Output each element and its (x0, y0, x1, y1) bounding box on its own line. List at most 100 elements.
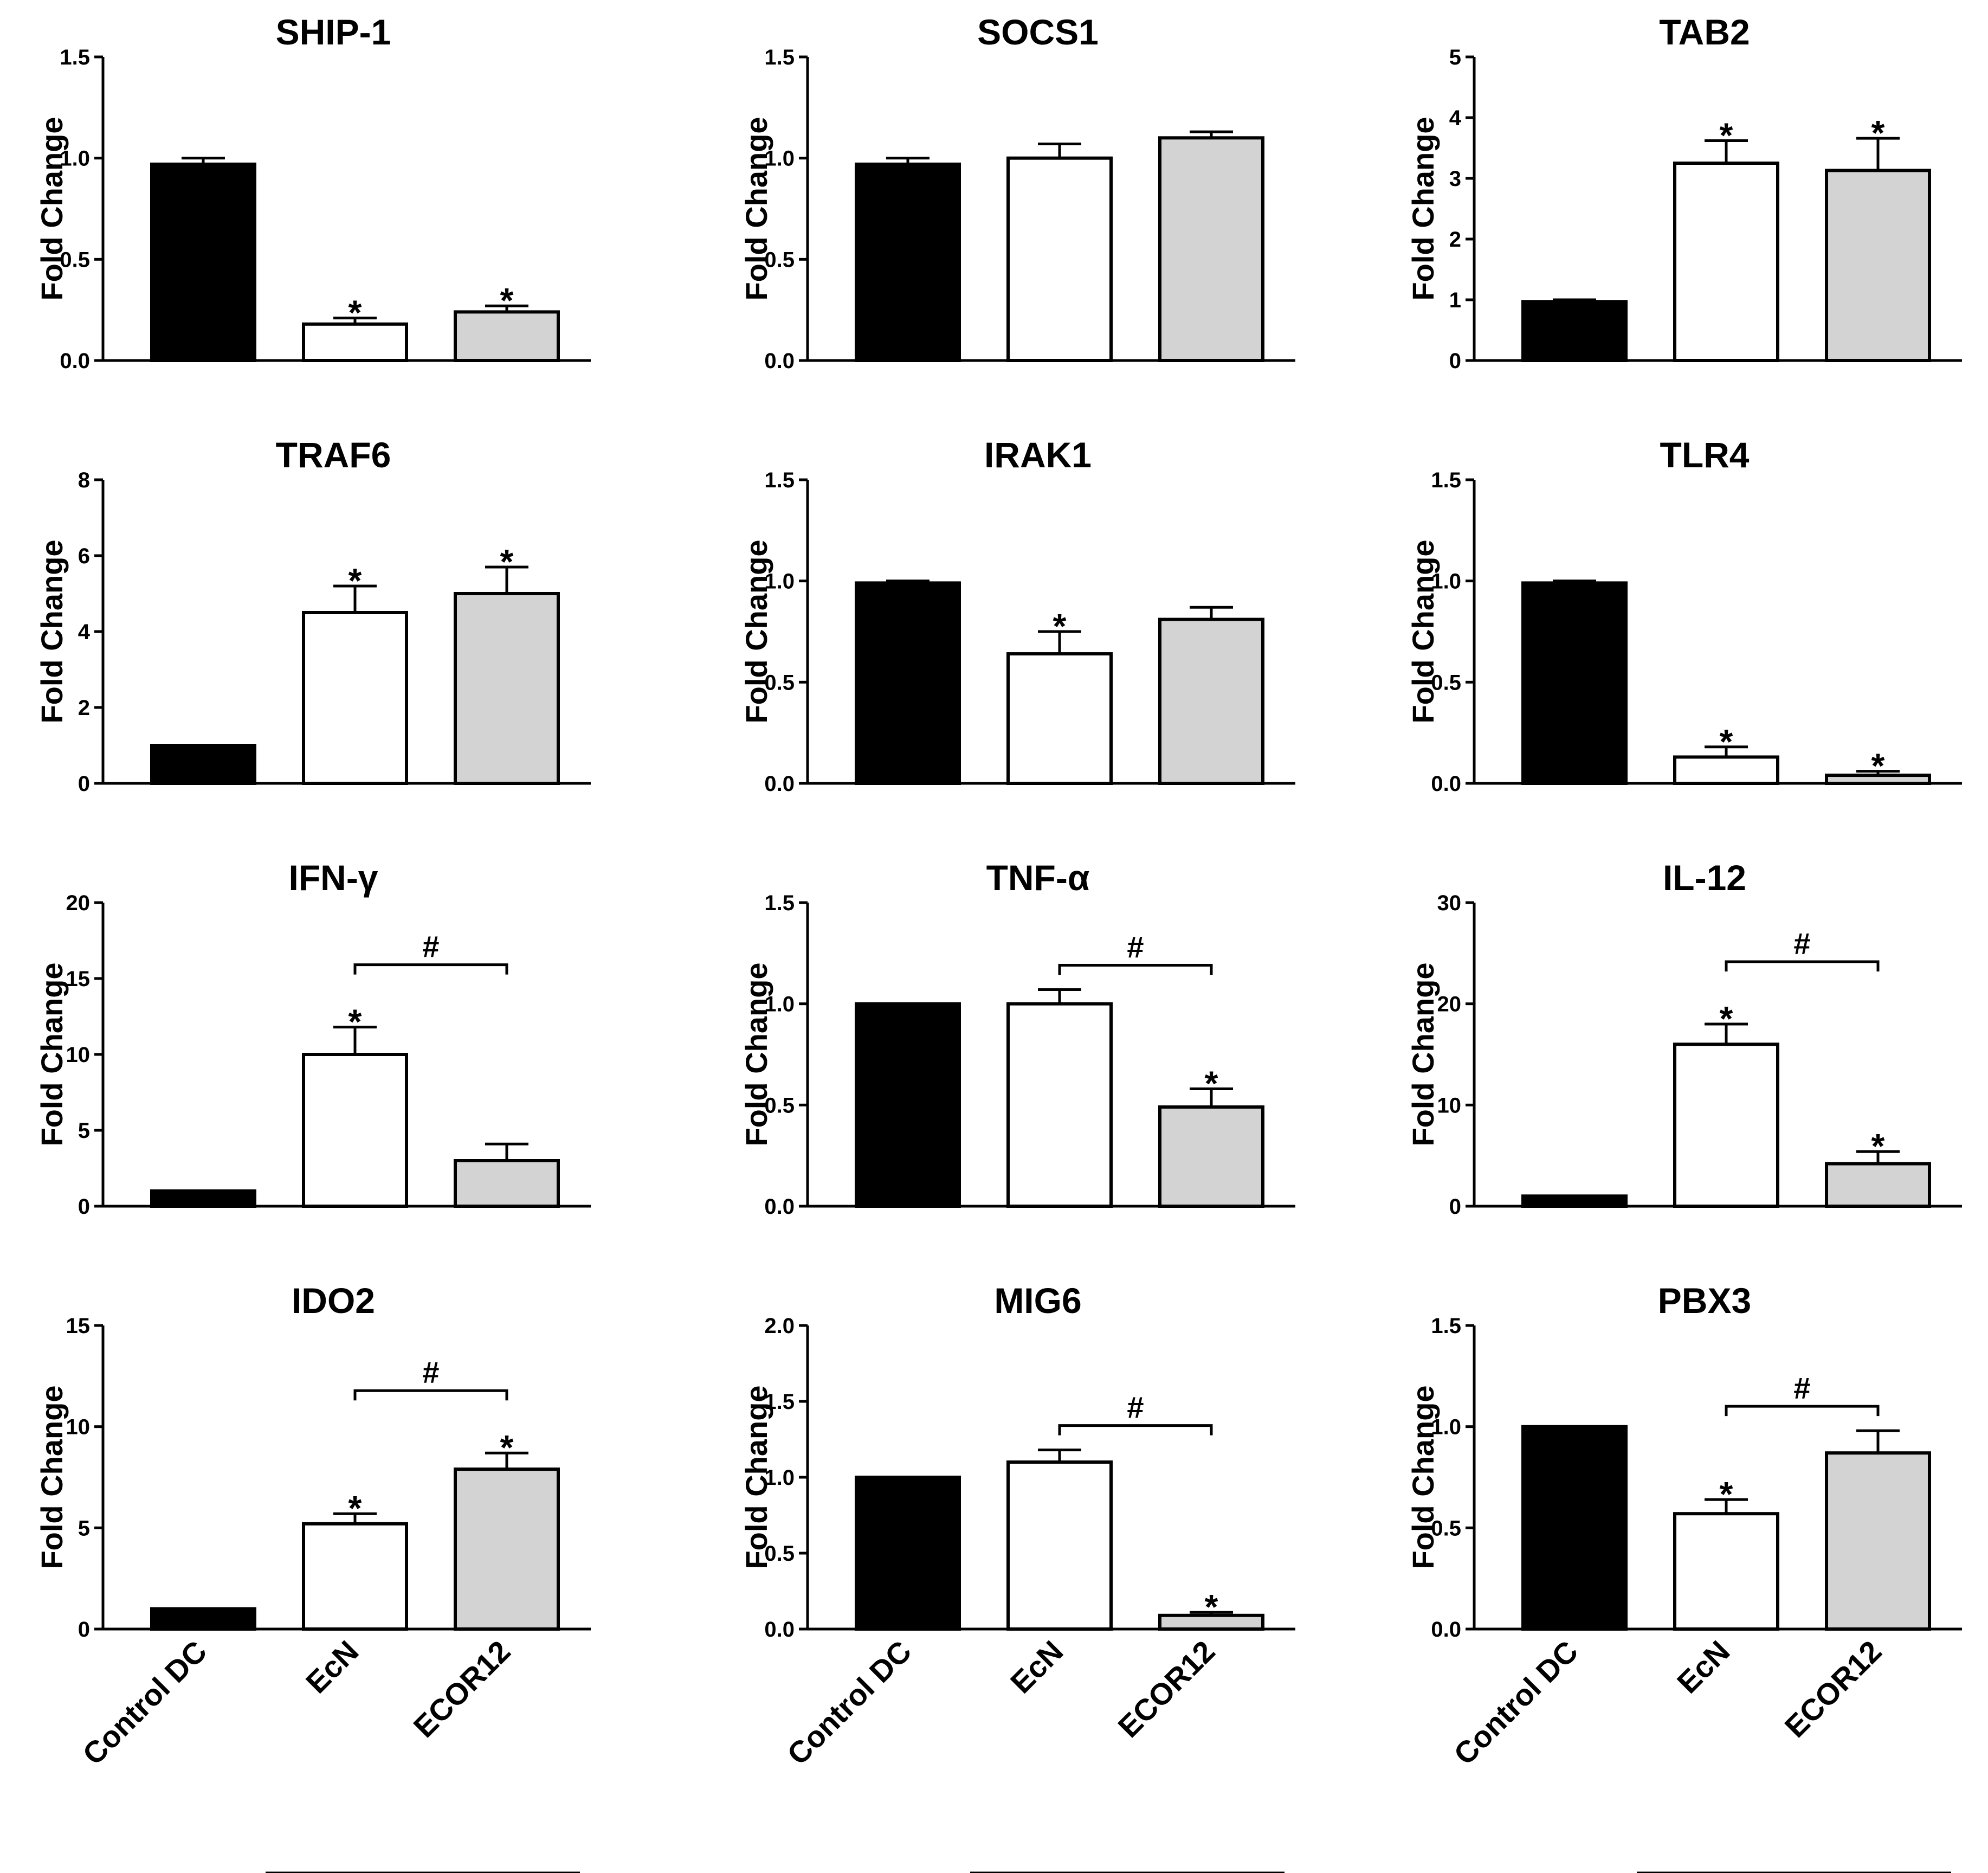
y-tick-label: 4 (1449, 106, 1462, 130)
x-category-label: Control DC (1447, 1634, 1585, 1772)
chart-title: IDO2 (292, 1280, 375, 1321)
bar-control-dc (855, 1002, 961, 1208)
x-category-label: EcN (1004, 1634, 1070, 1700)
y-tick-label: 1.0 (1431, 570, 1461, 594)
y-tick-label: 0 (1449, 349, 1461, 373)
bar-ecn (1006, 652, 1113, 785)
comparison-hash: # (1127, 1391, 1144, 1425)
y-tick-label: 0.0 (1431, 1618, 1461, 1642)
bar-ecn (302, 322, 408, 362)
significance-star: * (1720, 722, 1733, 761)
bar-control-dc (150, 1607, 256, 1631)
chart-title: TRAF6 (276, 435, 391, 475)
comparison-hash: # (1793, 926, 1810, 961)
significance-star: * (348, 293, 362, 332)
y-tick-label: 15 (66, 967, 91, 991)
y-tick-label: 20 (66, 891, 91, 915)
chart-title: TLR4 (1660, 435, 1750, 475)
bar-ecor12 (1158, 1613, 1264, 1631)
bar-ecor12 (454, 1467, 560, 1631)
comparison-bracket (353, 963, 508, 975)
y-tick-label: 1.5 (1431, 468, 1461, 492)
significance-star: * (348, 1002, 362, 1041)
comparison-hash: # (422, 930, 439, 964)
chart-title: PBX3 (1658, 1280, 1751, 1321)
chart-title: TAB2 (1659, 12, 1750, 52)
y-tick-label: 0.5 (1431, 1516, 1461, 1540)
y-tick-label: 1.0 (764, 147, 795, 171)
comparison-hash: # (422, 1355, 439, 1389)
bar-ecn (1673, 1512, 1779, 1631)
y-tick-label: 10 (1437, 1093, 1462, 1117)
y-tick-label: 0 (78, 1618, 90, 1642)
bar-control-dc (150, 1189, 256, 1208)
bar-ecor12 (454, 592, 560, 785)
y-tick-label: 1.0 (764, 1466, 795, 1490)
y-tick-label: 15 (66, 1314, 91, 1338)
y-axis-label: Fold Change (35, 962, 69, 1146)
x-category-label: ECOR12 (406, 1634, 517, 1744)
y-tick-label: 0.5 (1431, 671, 1461, 694)
y-tick-label: 5 (1449, 46, 1461, 69)
bar-control-dc (855, 581, 961, 786)
bar-ecn (302, 1053, 408, 1208)
bar-ecor12 (454, 310, 560, 363)
y-tick-label: 1.0 (764, 570, 795, 594)
y-tick-label: 10 (66, 1415, 91, 1439)
y-tick-label: 1.0 (764, 993, 795, 1016)
x-category-label: EcN (299, 1634, 365, 1700)
y-tick-label: 0.0 (764, 1195, 795, 1219)
y-axis-label: Fold Change (739, 1385, 773, 1569)
chart-panel-ifn: IFN-γ Fold Change 0 5 10 15 20 * # (35, 858, 591, 1219)
y-axis-label: Fold Change (739, 539, 773, 723)
y-tick-label: 1 (1449, 288, 1461, 312)
y-tick-label: 0.0 (764, 349, 795, 373)
y-tick-label: 1.5 (764, 46, 795, 69)
y-axis-label: Fold Change (1406, 962, 1440, 1146)
significance-star: * (1720, 999, 1733, 1038)
significance-star: * (1871, 1127, 1885, 1166)
bar-control-dc (855, 162, 961, 362)
bar-control-dc (150, 744, 256, 785)
significance-star: * (348, 561, 362, 600)
y-tick-label: 1.0 (60, 147, 90, 171)
significance-star: * (1871, 113, 1885, 152)
y-axis-label: Fold Change (35, 539, 69, 723)
comparison-bracket (1725, 960, 1880, 971)
comparison-hash: # (1793, 1371, 1810, 1405)
y-tick-label: 0.5 (764, 671, 795, 694)
y-tick-label: 0.5 (60, 248, 90, 272)
comparison-hash: # (1127, 930, 1144, 964)
bar-ecn (1673, 162, 1779, 362)
chart-panel-ship-1: SHIP-1 Fold Change 0.0 0.5 1.0 1.5 * * (35, 12, 591, 373)
significance-star: * (500, 1428, 514, 1467)
significance-star: * (1871, 746, 1885, 786)
significance-star: * (348, 1489, 362, 1528)
y-tick-label: 4 (78, 620, 91, 644)
y-tick-label: 2 (78, 696, 90, 720)
bar-ecn (1673, 1042, 1779, 1208)
chart-title: IL-12 (1663, 858, 1746, 898)
bar-ecn (1673, 755, 1779, 786)
y-tick-label: 1.5 (764, 468, 795, 492)
y-tick-label: 0 (78, 772, 90, 796)
bar-ecor12 (1825, 774, 1931, 785)
y-axis-label: Fold Change (739, 117, 773, 300)
y-tick-label: 2.0 (764, 1314, 795, 1338)
chart-panel-socs1: SOCS1 Fold Change 0.0 0.5 1.0 1.5 (739, 12, 1295, 373)
y-tick-label: 0.5 (764, 248, 795, 272)
y-tick-label: 2 (1449, 228, 1461, 252)
significance-star: * (500, 542, 514, 581)
x-category-label: Control DC (780, 1634, 918, 1772)
y-tick-label: 1.5 (1431, 1314, 1461, 1338)
chart-title: MIG6 (994, 1280, 1081, 1321)
bar-ecor12 (1158, 1105, 1264, 1208)
y-tick-label: 10 (66, 1043, 91, 1067)
y-tick-label: 6 (78, 544, 90, 568)
y-axis-label: Fold Change (1406, 539, 1440, 723)
y-tick-label: 1.5 (60, 46, 90, 69)
y-axis-label: Fold Change (1406, 1385, 1440, 1569)
y-tick-label: 1.5 (764, 1390, 795, 1414)
significance-star: * (1205, 1587, 1218, 1626)
